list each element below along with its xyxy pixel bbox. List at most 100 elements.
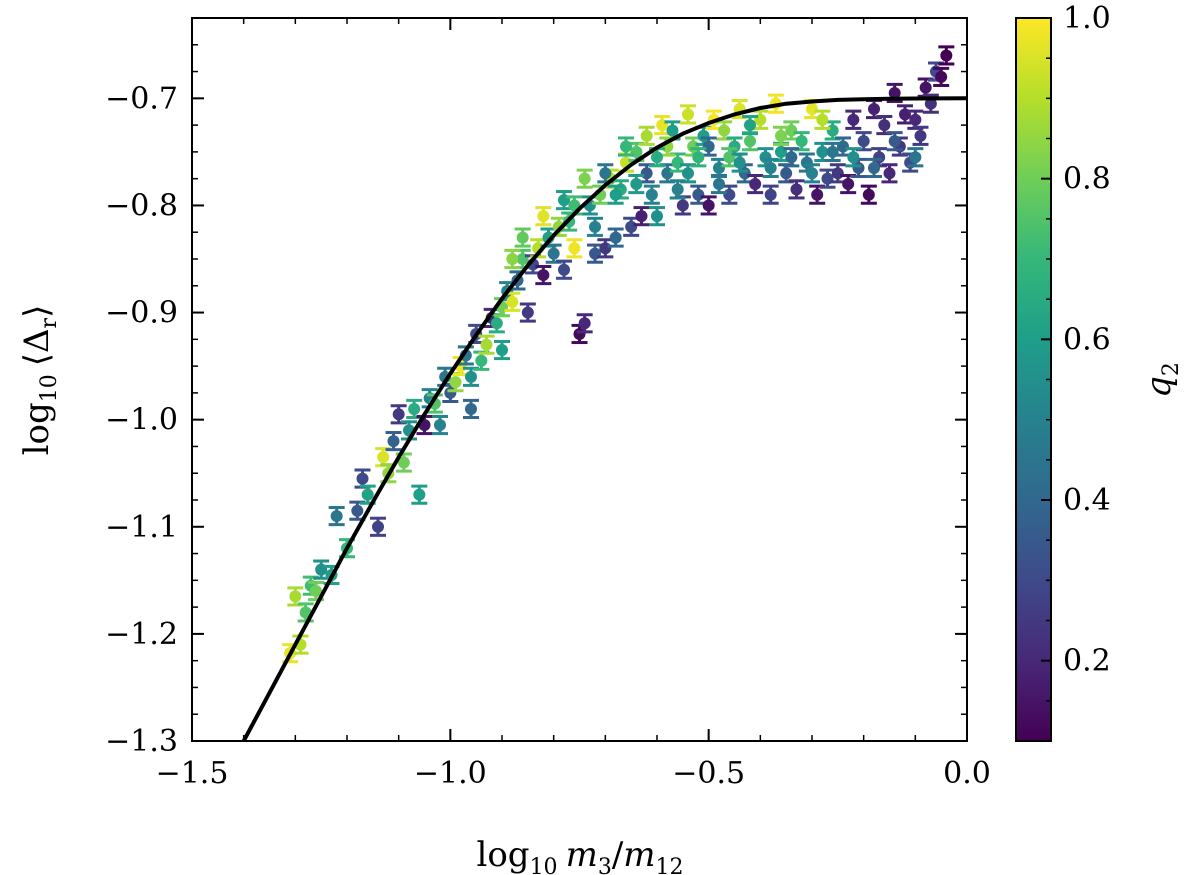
point-marker — [888, 135, 901, 148]
x-axis-ticks: −1.5 −1.0 −0.5 0.0 — [156, 18, 991, 791]
point-marker — [496, 344, 508, 357]
point-marker — [310, 585, 322, 598]
data-point — [845, 147, 862, 168]
data-point — [328, 505, 345, 527]
data-point — [478, 334, 495, 355]
colorbar-tick-label: 0.6 — [1063, 322, 1111, 357]
point-marker — [775, 129, 787, 142]
y-tick-label: −0.7 — [105, 81, 178, 116]
point-marker — [330, 510, 343, 523]
data-point — [535, 206, 552, 227]
point-marker — [475, 354, 488, 367]
point-marker — [764, 188, 777, 201]
colorbar-tick-label: 0.8 — [1063, 162, 1111, 197]
point-marker — [645, 188, 658, 201]
point-marker — [537, 269, 550, 282]
point-marker — [831, 167, 844, 180]
data-point — [566, 238, 583, 259]
point-marker — [387, 435, 400, 448]
data-point — [938, 45, 955, 66]
data-point — [866, 157, 882, 179]
data-point — [411, 484, 428, 505]
data-point — [504, 291, 521, 312]
point-marker — [361, 488, 374, 501]
point-marker — [780, 167, 793, 180]
y-label-var-sub: r — [37, 317, 62, 328]
data-point — [860, 184, 877, 205]
data-point — [463, 398, 479, 420]
y-label-close: ⟩ — [17, 305, 57, 318]
point-marker — [723, 188, 736, 201]
point-marker — [785, 151, 798, 164]
data-point — [576, 313, 593, 334]
point-marker — [506, 295, 519, 308]
x-label-var2: m — [623, 835, 655, 875]
point-marker — [651, 210, 663, 223]
data-point — [638, 125, 655, 146]
point-marker — [868, 161, 880, 174]
data-point — [886, 82, 903, 104]
point-marker — [506, 253, 519, 265]
point-marker — [909, 151, 922, 164]
data-point — [597, 163, 614, 184]
x-tick-label: −0.5 — [672, 756, 745, 791]
point-marker — [490, 317, 503, 330]
data-point — [793, 131, 810, 152]
data-point — [545, 243, 562, 264]
point-marker — [299, 606, 312, 619]
y-label-var: Δ — [17, 328, 57, 353]
data-point — [690, 147, 707, 168]
point-marker — [578, 172, 591, 185]
point-marker — [919, 81, 932, 94]
x-label-prefix: log — [476, 835, 529, 875]
data-point — [633, 206, 650, 227]
point-marker — [609, 188, 622, 201]
y-tick-label: −1.3 — [105, 724, 178, 759]
point-marker — [465, 370, 477, 383]
point-marker — [671, 156, 684, 169]
data-point — [711, 173, 727, 195]
point-marker — [671, 183, 684, 196]
point-marker — [372, 520, 384, 533]
data-point — [587, 216, 603, 237]
data-point — [494, 339, 510, 361]
colorbar-label-sub: 2 — [1159, 362, 1184, 376]
data-point — [804, 163, 820, 184]
data-point — [395, 452, 412, 473]
data-point — [432, 414, 448, 436]
point-marker — [521, 306, 534, 319]
point-marker — [408, 402, 421, 415]
y-tick-label: −0.9 — [105, 296, 178, 331]
data-point — [535, 264, 552, 286]
data-point — [576, 168, 593, 189]
x-label-prefix-sub: 10 — [530, 855, 558, 875]
data-point — [519, 302, 536, 323]
point-marker — [744, 119, 756, 132]
point-marker — [749, 178, 762, 191]
point-marker — [661, 167, 674, 180]
data-point — [308, 580, 324, 602]
y-tick-label: −1.0 — [105, 403, 178, 438]
point-marker — [620, 140, 632, 153]
data-point — [628, 173, 645, 195]
data-point — [618, 136, 634, 157]
colorbar-tick-label: 0.2 — [1063, 644, 1111, 679]
y-label-prefix-sub: 10 — [37, 374, 62, 402]
point-marker — [625, 220, 638, 233]
colorbar-tick-label: 1.0 — [1063, 1, 1111, 36]
point-marker — [883, 167, 896, 180]
data-point — [669, 179, 686, 200]
point-marker — [568, 242, 581, 255]
point-marker — [682, 167, 694, 180]
point-marker — [630, 178, 643, 191]
data-point — [762, 157, 779, 179]
point-marker — [811, 188, 824, 201]
point-marker — [480, 338, 493, 351]
point-marker — [692, 151, 705, 164]
point-marker — [289, 590, 302, 603]
data-point — [788, 179, 805, 200]
point-marker — [909, 113, 922, 126]
data-point — [747, 173, 764, 195]
x-axis-label: log10 m3/m12 — [476, 835, 683, 875]
x-label-slash: / — [612, 835, 624, 875]
